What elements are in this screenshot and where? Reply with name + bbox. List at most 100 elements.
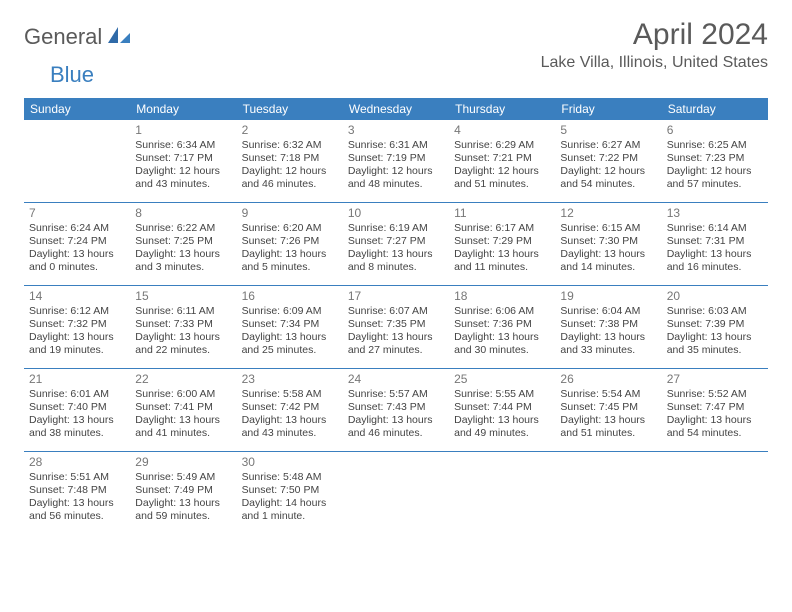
day-sunset: Sunset: 7:18 PM (242, 152, 338, 165)
day-cell: 5Sunrise: 6:27 AMSunset: 7:22 PMDaylight… (555, 120, 661, 202)
day-daylight1: Daylight: 13 hours (135, 248, 231, 261)
day-sunrise: Sunrise: 6:09 AM (242, 305, 338, 318)
dow-cell: Wednesday (343, 98, 449, 120)
day-sunset: Sunset: 7:35 PM (348, 318, 444, 331)
day-cell: 8Sunrise: 6:22 AMSunset: 7:25 PMDaylight… (130, 203, 236, 285)
day-daylight2: and 3 minutes. (135, 261, 231, 274)
day-daylight2: and 49 minutes. (454, 427, 550, 440)
day-number: 14 (29, 289, 125, 304)
day-number: 13 (667, 206, 763, 221)
day-daylight1: Daylight: 13 hours (135, 414, 231, 427)
week-row: 28Sunrise: 5:51 AMSunset: 7:48 PMDayligh… (24, 452, 768, 534)
day-sunset: Sunset: 7:38 PM (560, 318, 656, 331)
day-sunrise: Sunrise: 5:58 AM (242, 388, 338, 401)
day-sunset: Sunset: 7:47 PM (667, 401, 763, 414)
day-cell: 12Sunrise: 6:15 AMSunset: 7:30 PMDayligh… (555, 203, 661, 285)
day-sunrise: Sunrise: 6:06 AM (454, 305, 550, 318)
day-sunrise: Sunrise: 6:04 AM (560, 305, 656, 318)
day-daylight2: and 46 minutes. (242, 178, 338, 191)
week-row: 14Sunrise: 6:12 AMSunset: 7:32 PMDayligh… (24, 286, 768, 369)
day-sunrise: Sunrise: 6:14 AM (667, 222, 763, 235)
day-sunrise: Sunrise: 6:20 AM (242, 222, 338, 235)
day-daylight1: Daylight: 13 hours (667, 414, 763, 427)
day-number: 18 (454, 289, 550, 304)
day-number: 9 (242, 206, 338, 221)
day-number: 28 (29, 455, 125, 470)
day-sunrise: Sunrise: 6:17 AM (454, 222, 550, 235)
day-sunset: Sunset: 7:25 PM (135, 235, 231, 248)
day-sunset: Sunset: 7:43 PM (348, 401, 444, 414)
day-daylight2: and 0 minutes. (29, 261, 125, 274)
day-number: 29 (135, 455, 231, 470)
dow-cell: Thursday (449, 98, 555, 120)
day-daylight2: and 57 minutes. (667, 178, 763, 191)
day-sunset: Sunset: 7:44 PM (454, 401, 550, 414)
day-number: 7 (29, 206, 125, 221)
day-daylight2: and 16 minutes. (667, 261, 763, 274)
day-daylight2: and 11 minutes. (454, 261, 550, 274)
day-daylight2: and 51 minutes. (454, 178, 550, 191)
day-number: 8 (135, 206, 231, 221)
day-sunrise: Sunrise: 6:11 AM (135, 305, 231, 318)
day-sunrise: Sunrise: 6:15 AM (560, 222, 656, 235)
day-sunrise: Sunrise: 6:19 AM (348, 222, 444, 235)
day-sunset: Sunset: 7:17 PM (135, 152, 231, 165)
weeks-container: 1Sunrise: 6:34 AMSunset: 7:17 PM Daylight… (24, 120, 768, 534)
day-sunset: Sunset: 7:50 PM (242, 484, 338, 497)
day-sunrise: Sunrise: 6:01 AM (29, 388, 125, 401)
day-sunset: Sunset: 7:19 PM (348, 152, 444, 165)
day-sunrise: Sunrise: 5:55 AM (454, 388, 550, 401)
day-sunrise: Sunrise: 6:12 AM (29, 305, 125, 318)
day-cell: 26Sunrise: 5:54 AMSunset: 7:45 PMDayligh… (555, 369, 661, 451)
day-sunrise: Sunrise: 6:34 AM (135, 139, 231, 152)
day-daylight1: Daylight: 13 hours (29, 331, 125, 344)
day-daylight2: and 27 minutes. (348, 344, 444, 357)
day-daylight2: and 43 minutes. (242, 427, 338, 440)
day-cell (343, 452, 449, 534)
day-daylight1: Daylight: 13 hours (242, 248, 338, 261)
day-daylight2: and 14 minutes. (560, 261, 656, 274)
day-daylight2: and 35 minutes. (667, 344, 763, 357)
day-cell: 3Sunrise: 6:31 AMSunset: 7:19 PMDaylight… (343, 120, 449, 202)
day-cell: 2Sunrise: 6:32 AMSunset: 7:18 PMDaylight… (237, 120, 343, 202)
day-daylight1: Daylight: 13 hours (348, 331, 444, 344)
day-daylight2: and 1 minute. (242, 510, 338, 523)
day-cell: 13Sunrise: 6:14 AMSunset: 7:31 PMDayligh… (662, 203, 768, 285)
day-daylight2: and 48 minutes. (348, 178, 444, 191)
week-row: 21Sunrise: 6:01 AMSunset: 7:40 PMDayligh… (24, 369, 768, 452)
day-number: 15 (135, 289, 231, 304)
day-cell: 9Sunrise: 6:20 AMSunset: 7:26 PMDaylight… (237, 203, 343, 285)
dow-cell: Friday (555, 98, 661, 120)
day-cell: 21Sunrise: 6:01 AMSunset: 7:40 PMDayligh… (24, 369, 130, 451)
day-daylight2: and 54 minutes. (560, 178, 656, 191)
day-sunrise: Sunrise: 6:22 AM (135, 222, 231, 235)
day-sunset: Sunset: 7:45 PM (560, 401, 656, 414)
day-sunrise: Sunrise: 6:03 AM (667, 305, 763, 318)
day-daylight2: and 25 minutes. (242, 344, 338, 357)
dow-cell: Saturday (662, 98, 768, 120)
day-cell: 20Sunrise: 6:03 AMSunset: 7:39 PMDayligh… (662, 286, 768, 368)
days-of-week-header: SundayMondayTuesdayWednesdayThursdayFrid… (24, 98, 768, 120)
day-number: 4 (454, 123, 550, 138)
day-daylight2: and 51 minutes. (560, 427, 656, 440)
day-daylight2: and 8 minutes. (348, 261, 444, 274)
day-daylight2: and 22 minutes. (135, 344, 231, 357)
day-daylight1: Daylight: 13 hours (560, 331, 656, 344)
day-number: 30 (242, 455, 338, 470)
day-sunset: Sunset: 7:36 PM (454, 318, 550, 331)
day-sunset: Sunset: 7:34 PM (242, 318, 338, 331)
day-sunset: Sunset: 7:49 PM (135, 484, 231, 497)
day-cell: 1Sunrise: 6:34 AMSunset: 7:17 PMDaylight… (130, 120, 236, 202)
brand-part1: General (24, 24, 102, 50)
day-number: 1 (135, 123, 231, 138)
day-number: 27 (667, 372, 763, 387)
day-sunset: Sunset: 7:31 PM (667, 235, 763, 248)
day-number: 25 (454, 372, 550, 387)
day-number: 22 (135, 372, 231, 387)
day-daylight2: and 19 minutes. (29, 344, 125, 357)
dow-cell: Tuesday (237, 98, 343, 120)
day-cell: 7Sunrise: 6:24 AMSunset: 7:24 PMDaylight… (24, 203, 130, 285)
day-daylight1: Daylight: 12 hours (454, 165, 550, 178)
day-sunrise: Sunrise: 5:49 AM (135, 471, 231, 484)
day-daylight1: Daylight: 13 hours (348, 414, 444, 427)
